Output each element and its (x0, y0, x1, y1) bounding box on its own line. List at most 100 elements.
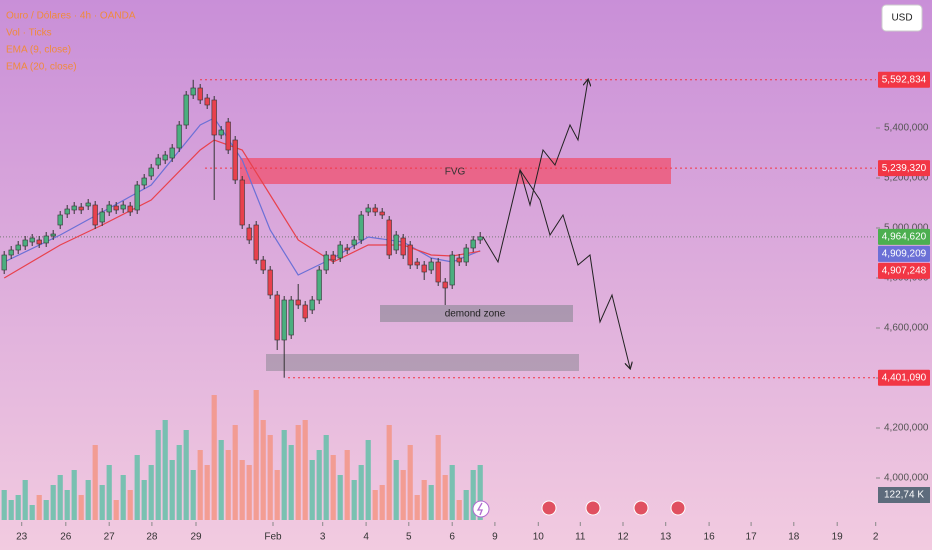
candle-body (274, 294, 280, 341)
candle-body (316, 269, 322, 301)
volume-bar (421, 480, 427, 520)
event-icons (472, 500, 686, 518)
volume-bar (428, 485, 434, 520)
volume-bar (183, 430, 189, 520)
price-tag (878, 245, 930, 262)
volume-bar (435, 435, 441, 520)
candle-body (372, 207, 378, 213)
candle-body (15, 244, 21, 251)
volume-bar (99, 485, 105, 520)
volume-bar (246, 465, 252, 520)
volume-bar (162, 420, 168, 520)
candle-body (50, 233, 56, 237)
volume-bar (337, 475, 343, 520)
flag-icon[interactable] (541, 500, 557, 516)
volume-bar (218, 440, 224, 520)
candle-body (134, 184, 140, 211)
candle-body (330, 254, 336, 261)
volume-bar (211, 395, 217, 520)
candle-body (344, 247, 350, 251)
x-tick-label: 2 (873, 532, 879, 543)
y-tick-label: 4,200,000 (884, 423, 929, 434)
volume-bar (141, 480, 147, 520)
volume-bar (120, 475, 126, 520)
y-tick-label: 5,400,000 (884, 123, 929, 134)
ema-line (3, 139, 481, 279)
candle-body (386, 219, 392, 256)
candle-body (169, 147, 175, 159)
ema-line (3, 117, 481, 276)
volume-bar (127, 490, 133, 520)
volume-bar (463, 490, 469, 520)
flag-icon[interactable] (670, 500, 686, 516)
volume-bar (288, 445, 294, 520)
candle-body (421, 264, 427, 273)
volume-bar (407, 445, 413, 520)
volume-bar (239, 460, 245, 520)
price-tag-label: 4,964,620 (882, 231, 927, 242)
volume-bar (22, 480, 28, 520)
volume-bar (330, 455, 336, 520)
volume-bar (176, 445, 182, 520)
price-tag-label: 4,909,209 (882, 248, 927, 259)
legend-title: Ouro / Dólares · 4h · OANDA (6, 11, 136, 22)
candle-body (288, 299, 294, 336)
x-tick-label: 23 (16, 532, 28, 543)
candle-body (281, 299, 287, 341)
x-tick-label: 13 (660, 532, 672, 543)
volume-bar (15, 495, 21, 520)
x-tick-label: 16 (704, 532, 716, 543)
volume-bar (155, 430, 161, 520)
candle-body (463, 247, 469, 263)
demand-label: demond zone (445, 309, 506, 320)
volume-bar (85, 480, 91, 520)
y-tick-label: 4,000,000 (884, 473, 929, 484)
volume-layer (1, 390, 483, 520)
volume-bar (456, 500, 462, 520)
icon (476, 502, 483, 516)
candle-body (127, 205, 133, 213)
plot-area (0, 80, 876, 520)
volume-bar (477, 465, 483, 520)
currency-button[interactable] (881, 4, 923, 32)
volume-bar (449, 465, 455, 520)
volume-bar (302, 420, 308, 520)
volume-bar (1, 490, 7, 520)
price-tag (878, 369, 930, 386)
volume-bar (442, 475, 448, 520)
candle-body (197, 87, 203, 101)
price-tag (878, 228, 930, 245)
candle-body (351, 239, 357, 246)
x-tick-label: 18 (788, 532, 800, 543)
x-tick-label: 19 (832, 532, 844, 543)
icon[interactable] (472, 500, 490, 518)
currency-label[interactable]: USD (891, 13, 912, 24)
x-tick-label: 5 (406, 532, 412, 543)
volume-bar (393, 460, 399, 520)
price-tag-label: 4,907,248 (882, 265, 927, 276)
candle-body (470, 239, 476, 249)
fvg-label: FVG (445, 167, 466, 178)
candle-body (71, 205, 77, 211)
volume-bar (232, 425, 238, 520)
x-tick-label: 27 (104, 532, 116, 543)
candle-body (57, 214, 63, 226)
candle-body (428, 261, 434, 271)
x-tick-label: 4 (363, 532, 369, 543)
volume-bar (365, 440, 371, 520)
volume-bar (260, 420, 266, 520)
volume-bar (295, 425, 301, 520)
candle-body (260, 259, 266, 271)
candle-body (365, 207, 371, 213)
flag-icon[interactable] (585, 500, 601, 516)
volume-bar (386, 425, 392, 520)
flag-icon[interactable] (633, 500, 649, 516)
ema-layer (3, 117, 481, 279)
candle-body (456, 257, 462, 263)
candle-body (29, 237, 35, 243)
candle-body (64, 208, 70, 215)
candle-body (211, 99, 217, 136)
candle-body (141, 177, 147, 186)
candle-body (302, 304, 308, 319)
